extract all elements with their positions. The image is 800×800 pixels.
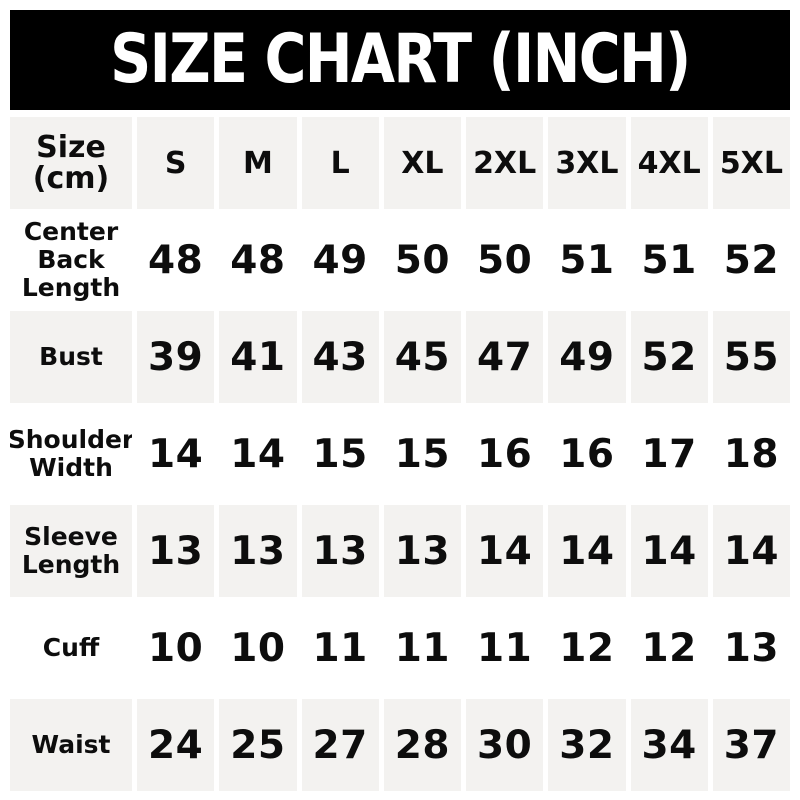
value-cell: 12 — [559, 625, 615, 671]
table-header-row: Size (cm) S M L XL 2XL 3XL 4XL 5XL — [10, 117, 790, 209]
value-cell: 28 — [383, 699, 461, 791]
title-bar: SIZE CHART (INCH) — [10, 10, 790, 110]
value-cell: 16 — [559, 431, 615, 477]
value-cell: 27 — [301, 699, 379, 791]
table-row-waist: Waist 24 25 27 28 30 32 34 37 — [10, 699, 790, 791]
value-cell: 49 — [312, 237, 368, 283]
value-cell: 39 — [137, 311, 215, 403]
value-cell: 49 — [548, 311, 626, 403]
value-cell: 52 — [723, 237, 780, 283]
col-header-4xl: 4XL — [630, 117, 708, 209]
value-cell: 45 — [383, 311, 461, 403]
value-cell: 47 — [466, 311, 544, 403]
value-cell: 13 — [137, 505, 215, 597]
value-cell: 50 — [394, 237, 451, 283]
value-cell: 13 — [723, 625, 780, 671]
col-header-3xl: 3XL — [548, 117, 626, 209]
row-label-cell: Center Back Length — [21, 217, 121, 302]
size-chart-title: SIZE CHART (INCH) — [110, 20, 691, 99]
value-cell: 10 — [147, 625, 204, 671]
value-cell: 50 — [476, 237, 533, 283]
value-cell: 11 — [312, 625, 368, 671]
table-row-shoulder-width: Shoulder Width 14 14 15 15 16 16 17 18 — [10, 408, 790, 500]
value-cell: 32 — [548, 699, 626, 791]
col-header-2xl: 2XL — [466, 117, 544, 209]
col-header-m: M — [219, 117, 297, 209]
table-row-bust: Bust 39 41 43 45 47 49 52 55 — [10, 311, 790, 403]
size-table: Size (cm) S M L XL 2XL 3XL 4XL 5XL Cente… — [10, 117, 790, 791]
table-row-cuff: Cuff 10 10 11 11 11 12 12 13 — [10, 602, 790, 694]
value-cell: 11 — [476, 625, 533, 671]
col-header-l: L — [301, 117, 379, 209]
value-cell: 14 — [230, 431, 286, 477]
value-cell: 48 — [230, 237, 286, 283]
corner-label-unit: (cm) — [32, 161, 110, 196]
value-cell: 10 — [230, 625, 286, 671]
value-cell: 14 — [147, 431, 204, 477]
value-cell: 51 — [559, 237, 615, 283]
value-cell: 43 — [301, 311, 379, 403]
value-cell: 24 — [137, 699, 215, 791]
value-cell: 55 — [712, 311, 790, 403]
value-cell: 52 — [630, 311, 708, 403]
table-row-center-back-length: Center Back Length 48 48 49 50 50 51 51 … — [10, 214, 790, 306]
value-cell: 25 — [219, 699, 297, 791]
value-cell: 37 — [712, 699, 790, 791]
col-header-s: S — [137, 117, 215, 209]
value-cell: 13 — [301, 505, 379, 597]
col-header-5xl: 5XL — [712, 117, 790, 209]
row-label-cell: Cuff — [42, 633, 100, 662]
value-cell: 11 — [394, 625, 451, 671]
value-cell: 13 — [219, 505, 297, 597]
value-cell: 14 — [630, 505, 708, 597]
table-row-sleeve-length: Sleeve Length 13 13 13 13 14 14 14 14 — [10, 505, 790, 597]
value-cell: 34 — [630, 699, 708, 791]
value-cell: 13 — [383, 505, 461, 597]
corner-cell: Size (cm) — [10, 117, 132, 209]
corner-label-size: Size — [36, 129, 106, 165]
value-cell: 14 — [712, 505, 790, 597]
value-cell: 15 — [394, 431, 451, 477]
value-cell: 51 — [641, 237, 697, 283]
value-cell: 30 — [466, 699, 544, 791]
value-cell: 48 — [147, 237, 204, 283]
value-cell: 15 — [312, 431, 368, 477]
value-cell: 14 — [466, 505, 544, 597]
row-label-cell: Waist — [10, 699, 132, 791]
row-label-cell: Sleeve Length — [10, 505, 132, 597]
value-cell: 16 — [476, 431, 533, 477]
row-label-cell: Bust — [10, 311, 132, 403]
value-cell: 14 — [548, 505, 626, 597]
value-cell: 41 — [219, 311, 297, 403]
value-cell: 18 — [723, 431, 780, 477]
col-header-xl: XL — [383, 117, 461, 209]
value-cell: 17 — [641, 431, 697, 477]
row-label-cell: Shoulder Width — [10, 425, 132, 482]
value-cell: 12 — [641, 625, 697, 671]
